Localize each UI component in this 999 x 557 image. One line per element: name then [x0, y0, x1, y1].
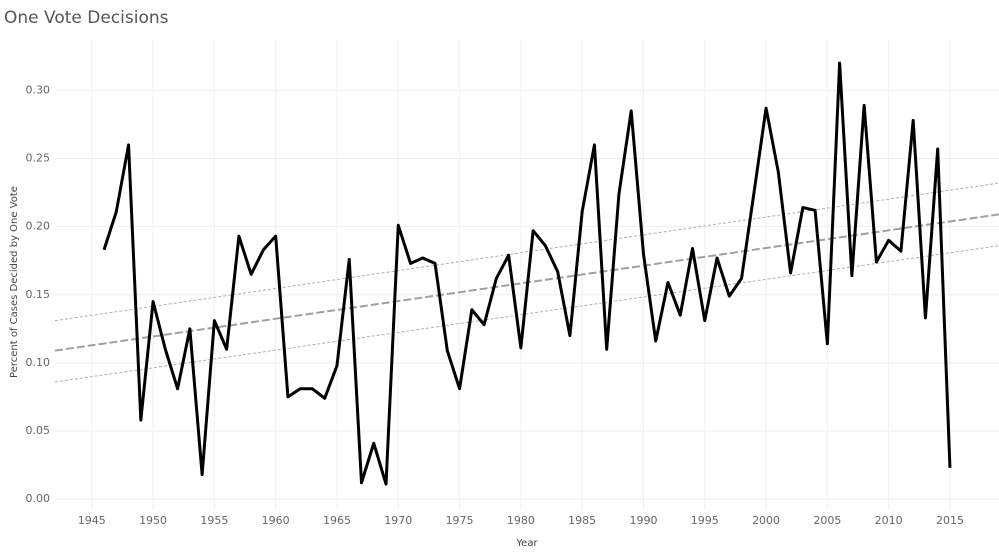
x-tick-label: 2015 — [936, 514, 964, 527]
x-tick-label: 1985 — [568, 514, 596, 527]
y-axis-label: Percent of Cases Decided by One Vote — [9, 186, 20, 378]
y-tick-label: 0.30 — [26, 83, 51, 96]
x-tick-label: 1960 — [262, 514, 290, 527]
x-tick-label: 1995 — [691, 514, 719, 527]
x-tick-label: 2010 — [875, 514, 903, 527]
x-tick-label: 1990 — [629, 514, 657, 527]
y-tick-label: 0.20 — [26, 220, 51, 233]
chart-title: One Vote Decisions — [4, 8, 169, 28]
y-tick-label: 0.10 — [26, 356, 51, 369]
data-line — [102, 61, 952, 486]
x-tick-label: 1970 — [384, 514, 412, 527]
x-tick-label: 1965 — [323, 514, 351, 527]
trend-line — [54, 245, 999, 383]
x-tick-label: 2000 — [752, 514, 780, 527]
trend-line — [54, 182, 999, 322]
x-tick-label: 1950 — [139, 514, 167, 527]
x-tick-label: 1975 — [446, 514, 474, 527]
x-axis-label: Year — [515, 538, 538, 549]
x-tick-label: 1980 — [507, 514, 535, 527]
x-tick-label: 1955 — [200, 514, 228, 527]
y-tick-label: 0.05 — [26, 424, 51, 437]
x-tick-label: 2005 — [813, 514, 841, 527]
x-tick-label: 1945 — [78, 514, 106, 527]
y-tick-label: 0.00 — [26, 492, 51, 505]
y-tick-label: 0.25 — [26, 152, 51, 165]
y-tick-label: 0.15 — [26, 288, 51, 301]
